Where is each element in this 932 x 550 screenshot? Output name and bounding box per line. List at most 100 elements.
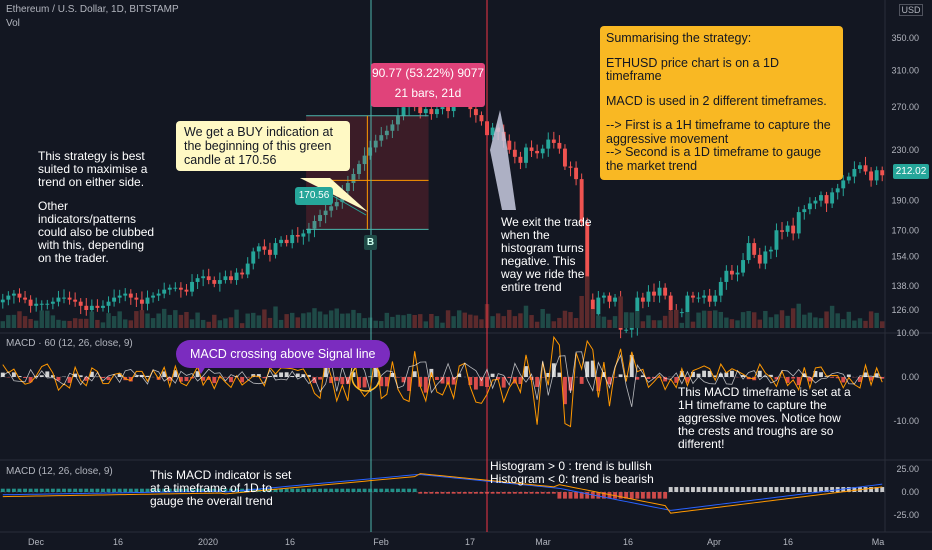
volume-bar (123, 319, 128, 328)
candle-body (652, 291, 656, 296)
candle-body (206, 276, 211, 281)
macd60-hist-bar (490, 373, 495, 377)
macd60-hist-bar (273, 374, 278, 377)
currency-label[interactable]: USD (899, 4, 923, 16)
macd60-hist-bar (741, 375, 746, 377)
macd60-hist-bar (858, 377, 862, 382)
macd60-hist-bar (802, 373, 807, 377)
candle-body (807, 203, 812, 210)
macd60-hist-bar (841, 377, 846, 383)
volume-bar (546, 313, 551, 328)
candle-body (62, 297, 66, 299)
macd1d-hist-bar (273, 488, 278, 492)
symbol-title: Ethereum / U.S. Dollar, 1D, BITSTAMP (6, 4, 179, 15)
volume-bar (184, 312, 189, 328)
macd1d-hist-bar (768, 487, 773, 492)
macd1d-hist-bar (852, 487, 857, 492)
macd60-hist-bar (379, 377, 384, 387)
x-tick-label: Mar (535, 537, 551, 547)
macd1d-hist-bar (585, 492, 590, 499)
macd60-hist-bar (785, 377, 790, 383)
macd1d-hist-bar (874, 487, 879, 492)
macd1d-hist-bar (212, 488, 217, 492)
macd60-hist-bar (724, 372, 729, 377)
candle-body (56, 297, 61, 302)
candle-body (601, 295, 606, 298)
candle-body (579, 179, 584, 223)
candle-body (256, 246, 261, 252)
left-note-2: Other indicators/patterns could also be … (38, 199, 155, 265)
macd1d-hist-bar (401, 488, 406, 492)
volume-bar (690, 321, 696, 328)
macd1d-hist-bar (95, 488, 100, 492)
candle-body (735, 272, 740, 275)
candle-body (869, 171, 874, 181)
macd1d-hist-bar (462, 492, 467, 494)
volume-bar (657, 320, 662, 328)
macd1d-hist-bar (618, 492, 623, 499)
candle-body (813, 200, 818, 204)
x-tick-label: 2020 (198, 537, 218, 547)
macd1d-hist-bar (735, 487, 740, 492)
macd1d-hist-bar (434, 492, 439, 494)
macd60-hist-bar (585, 361, 590, 377)
volume-bar (395, 314, 401, 328)
candle-body (802, 209, 807, 213)
volume-bar (596, 315, 601, 328)
macd1d-hist-bar (67, 488, 72, 492)
macd60-hist-bar (384, 377, 389, 387)
macd60-hist-bar (217, 377, 222, 379)
macd60-hist-bar (434, 377, 439, 380)
macd1d-hist-bar (340, 488, 345, 492)
macd60-hist-bar (284, 372, 289, 377)
candle-body (318, 215, 322, 222)
macd60-hist-bar (295, 373, 300, 377)
macd60-hist-bar (89, 371, 94, 377)
volume-bar (429, 313, 434, 328)
volume-bar (874, 312, 879, 328)
macd1d-hist-bar (652, 492, 656, 499)
x-tick-label: Ma (872, 537, 885, 547)
macd1d-hist-bar (551, 492, 556, 494)
candle-body (117, 295, 122, 298)
macd1d-hist-bar (568, 492, 573, 499)
macd1d-hist-bar (39, 488, 44, 492)
macd1d-hist-bar (780, 487, 784, 492)
macd1d-hist-bar (34, 488, 39, 492)
macd60-hist-bar (290, 376, 295, 377)
buy-callout: We get a BUY indication at the beginning… (176, 121, 350, 171)
volume-bar (228, 317, 234, 328)
macd60-hist-bar (329, 377, 334, 384)
macd60-hist-bar (691, 371, 695, 377)
candle-body (791, 225, 796, 234)
candle-body (585, 222, 590, 300)
volume-bar (473, 315, 479, 328)
macd1d-hist-bar (529, 492, 534, 494)
candle-body (718, 281, 723, 296)
macd60-hist-bar (518, 377, 523, 385)
price-tick-label: 126.00 (891, 305, 919, 315)
buy-callout-pointer (300, 178, 368, 212)
macd1d-hist-bar (813, 487, 818, 492)
last-price-label: 212.02 (893, 164, 929, 179)
macd1d-hist-bar (89, 488, 94, 492)
macd60-hist-bar (874, 373, 879, 377)
macd1d-hist-bar (518, 492, 523, 494)
macd60-hist-bar (524, 366, 528, 377)
volume-bar (518, 313, 523, 328)
macd60-hist-bar (473, 377, 478, 390)
candle-body (846, 176, 851, 181)
macd1d-hist-bar (451, 492, 456, 494)
x-tick-label: Apr (707, 537, 721, 547)
macd1d-hist-bar (0, 488, 5, 492)
macd1d-hist-bar (268, 488, 272, 492)
summary-p1: ETHUSD price chart is on a 1D timeframe (606, 55, 779, 83)
macd60-hist-bar (45, 371, 50, 377)
macd1d-hist-bar (418, 492, 423, 494)
macd60-hist-bar (679, 370, 684, 377)
macd60-hist-bar (702, 370, 707, 377)
macd1d-hist-bar (379, 488, 384, 492)
macd1d-hist-bar (824, 487, 829, 492)
macd60-hist-bar (212, 377, 217, 384)
macd60-hist-bar (757, 370, 762, 377)
